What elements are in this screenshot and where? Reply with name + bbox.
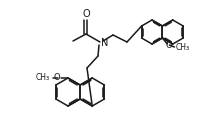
Text: CH₃: CH₃ [175,42,189,51]
Text: O: O [82,9,89,19]
Text: O: O [164,40,171,50]
Text: N: N [100,38,108,48]
Text: O: O [53,73,60,83]
Text: CH₃: CH₃ [36,73,50,83]
